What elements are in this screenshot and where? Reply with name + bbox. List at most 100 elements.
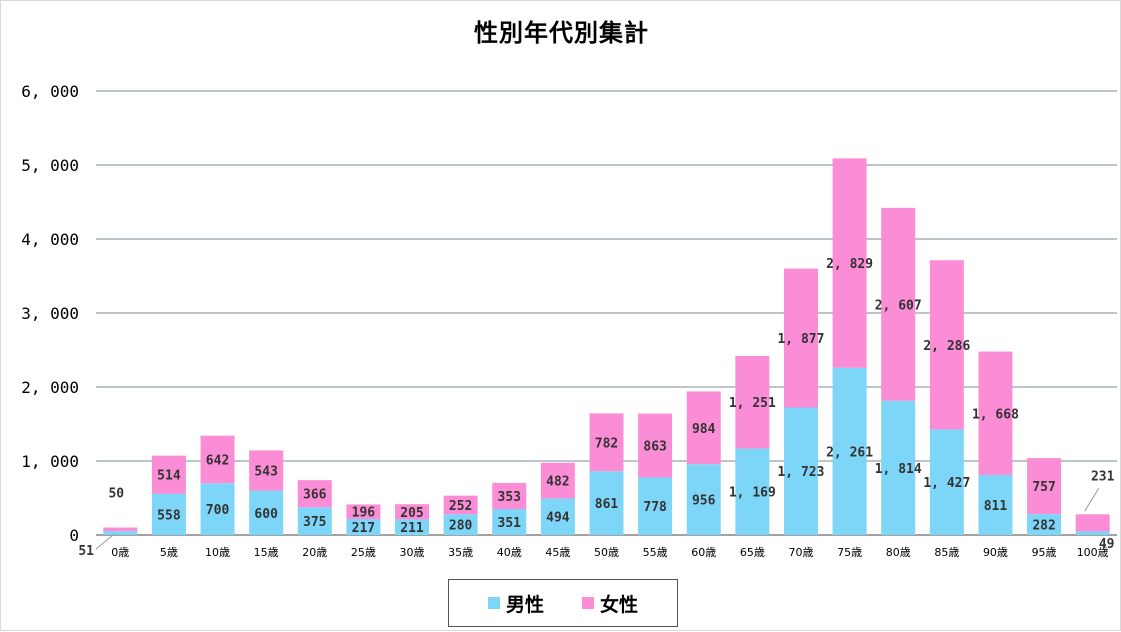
x-tick-label: 15歳 bbox=[254, 546, 279, 559]
data-label-female: 482 bbox=[546, 475, 569, 490]
x-tick-label: 30歳 bbox=[400, 546, 425, 559]
data-label-male: 778 bbox=[643, 500, 667, 515]
x-tick-label: 0歳 bbox=[111, 546, 129, 559]
data-label-female: 366 bbox=[303, 488, 327, 503]
y-tick-label: 6, 000 bbox=[21, 82, 79, 101]
data-label-male: 282 bbox=[1032, 519, 1055, 534]
bar-female bbox=[589, 413, 624, 472]
bar-male bbox=[395, 519, 430, 535]
bar-female bbox=[249, 450, 284, 491]
bar-male bbox=[1075, 531, 1110, 535]
x-tick-label: 70歳 bbox=[788, 546, 813, 559]
data-label-male: 1, 723 bbox=[777, 465, 824, 480]
bar-female bbox=[297, 480, 332, 508]
legend-item-male: 男性 bbox=[487, 590, 544, 617]
callout-line bbox=[95, 533, 115, 550]
bar-male bbox=[1027, 514, 1062, 535]
data-label-female: 252 bbox=[449, 499, 472, 514]
data-label-male: 1, 814 bbox=[875, 462, 922, 477]
data-label-female: 2, 607 bbox=[875, 298, 922, 313]
x-tick-label: 25歳 bbox=[351, 546, 376, 559]
data-label-female: 1, 877 bbox=[777, 332, 824, 347]
bar-male bbox=[832, 367, 867, 535]
data-label-female: 353 bbox=[498, 490, 521, 505]
data-label-female: 2, 286 bbox=[923, 339, 970, 354]
data-label-female: 205 bbox=[400, 506, 423, 521]
data-label-male: 280 bbox=[449, 519, 473, 534]
data-label-female: 1, 668 bbox=[972, 407, 1019, 422]
data-label-female: 2, 829 bbox=[826, 257, 873, 272]
data-label-female: 757 bbox=[1032, 480, 1055, 495]
data-label-male: 558 bbox=[157, 508, 181, 523]
y-tick-label: 3, 000 bbox=[21, 304, 79, 323]
x-tick-label: 40歳 bbox=[497, 546, 522, 559]
x-tick-label: 35歳 bbox=[448, 546, 473, 559]
x-tick-label: 85歳 bbox=[934, 546, 959, 559]
bar-male bbox=[103, 531, 138, 535]
bar-female bbox=[1027, 458, 1062, 515]
chart-title: 性別年代別集計 bbox=[474, 19, 649, 47]
x-tick-label: 90歳 bbox=[983, 546, 1008, 559]
data-label-male: 375 bbox=[303, 515, 326, 530]
data-label-male: 1, 427 bbox=[923, 476, 970, 491]
data-label-female: 543 bbox=[254, 465, 277, 480]
bar-female bbox=[151, 455, 186, 494]
data-label-male: 811 bbox=[984, 499, 1008, 514]
x-tick-label: 45歳 bbox=[545, 546, 570, 559]
legend-swatch-male bbox=[487, 597, 500, 609]
y-tick-label: 0 bbox=[69, 526, 79, 545]
bar-male bbox=[297, 507, 332, 535]
data-label-female: 514 bbox=[157, 469, 181, 484]
data-label-female: 196 bbox=[352, 506, 376, 521]
bar-male bbox=[735, 448, 770, 535]
bar-male bbox=[978, 474, 1013, 535]
bar-female bbox=[346, 504, 381, 519]
bar-male bbox=[783, 407, 818, 535]
data-label-female: 863 bbox=[643, 439, 666, 454]
bar-male bbox=[249, 490, 284, 535]
bar-female bbox=[200, 435, 235, 484]
x-tick-label: 65歳 bbox=[740, 546, 765, 559]
legend-item-female: 女性 bbox=[582, 590, 638, 617]
data-label-female: 50 bbox=[108, 487, 124, 502]
data-label-male: 211 bbox=[400, 521, 424, 536]
callout-line bbox=[1084, 488, 1100, 512]
bar-female bbox=[686, 391, 721, 465]
y-tick-label: 4, 000 bbox=[21, 230, 79, 249]
x-tick-label: 55歳 bbox=[643, 546, 668, 559]
data-label-male: 51 bbox=[78, 544, 94, 559]
x-tick-label: 10歳 bbox=[205, 546, 230, 559]
bar-male bbox=[346, 518, 381, 535]
bar-female bbox=[492, 482, 527, 510]
y-tick-label: 5, 000 bbox=[21, 156, 79, 175]
data-label-male: 956 bbox=[692, 494, 716, 509]
x-tick-label: 20歳 bbox=[302, 546, 327, 559]
y-tick-label: 1, 000 bbox=[21, 452, 79, 471]
x-tick-label: 50歳 bbox=[594, 546, 619, 559]
bar-male bbox=[443, 514, 478, 535]
bar-female bbox=[881, 207, 916, 401]
data-label-male: 2, 261 bbox=[826, 445, 873, 460]
data-label-male: 351 bbox=[498, 516, 522, 531]
legend-swatch-female bbox=[582, 597, 594, 609]
bar-male bbox=[638, 477, 673, 535]
bar-female bbox=[638, 413, 673, 478]
x-tick-label: 100歳 bbox=[1077, 546, 1109, 559]
x-tick-label: 95歳 bbox=[1032, 546, 1057, 559]
legend-label-female: 女性 bbox=[600, 593, 639, 616]
bar-male bbox=[589, 471, 624, 535]
bar-female bbox=[783, 268, 818, 408]
bar-female bbox=[832, 158, 867, 368]
data-label-male: 494 bbox=[546, 511, 570, 526]
data-label-male: 600 bbox=[254, 507, 278, 522]
bar-male bbox=[200, 483, 235, 535]
bar-male bbox=[881, 400, 916, 535]
data-label-female: 984 bbox=[692, 422, 716, 437]
x-tick-label: 80歳 bbox=[886, 546, 911, 559]
data-label-male: 1, 169 bbox=[729, 486, 776, 501]
bar-female bbox=[978, 351, 1013, 475]
x-tick-label: 5歳 bbox=[160, 546, 178, 559]
data-label-female: 231 bbox=[1091, 469, 1115, 484]
